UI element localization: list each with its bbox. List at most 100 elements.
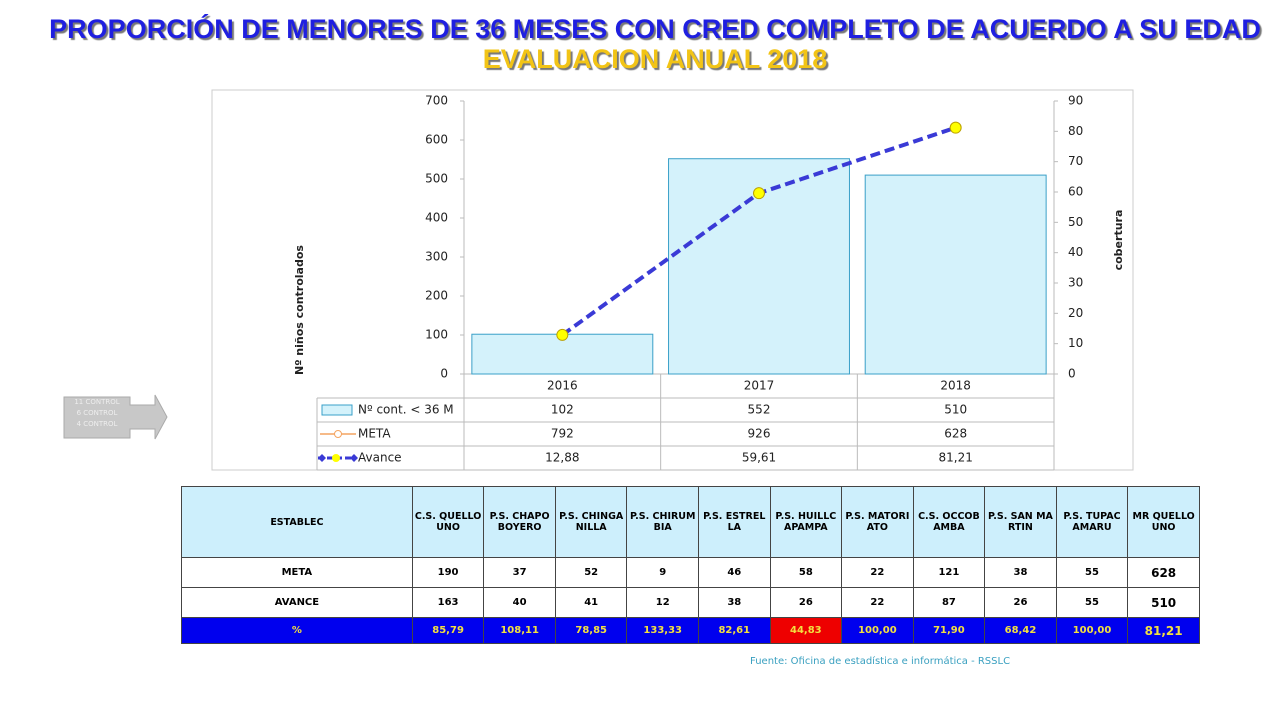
bar	[864, 174, 1047, 375]
y2-tick-label: 0	[1068, 367, 1076, 381]
table-cell: 628	[1127, 557, 1200, 588]
y-tick-label: 0	[440, 367, 448, 381]
table-cell: AVANCE	[181, 587, 413, 618]
side-arrow	[63, 394, 168, 440]
table-cell: 81,21	[1127, 617, 1200, 644]
side-note: 4 CONTROL	[77, 420, 118, 428]
y-tick-label: 300	[425, 250, 448, 264]
x-tick-label: 2017	[744, 379, 775, 393]
y2-axis-label: cobertura	[1112, 210, 1125, 271]
table-row: META 190 37 52 9 46 58 22 121 38 55 628	[181, 557, 1200, 588]
table-value: 792	[551, 427, 574, 441]
title-text: PROPORCIÓN DE MENORES DE 36 MESES CON CR…	[49, 14, 1261, 44]
header-cell: P.S. CHIRUMBIA	[626, 486, 699, 558]
table-value: 81,21	[938, 451, 972, 465]
table-cell: 82,61	[698, 617, 771, 644]
data-table: ESTABLEC C.S. QUELLOUNO P.S. CHAPO BOYERO P…	[181, 486, 1200, 644]
table-cell: 41	[554, 587, 628, 618]
header-cell: P.S. MATORIATO	[841, 486, 914, 558]
table-cell: 190	[411, 557, 485, 588]
table-cell: 37	[483, 557, 556, 588]
legend-swatch	[334, 430, 342, 438]
header-cell: P.S. CHINGANILLA	[554, 486, 628, 558]
table-cell: 26	[984, 587, 1057, 618]
legend-swatch	[321, 404, 353, 416]
table-row: % 85,79 108,11 78,85 133,33 82,61 44,83 100,00 7…	[181, 617, 1200, 644]
header-cell: P.S. ESTRELLA	[698, 486, 771, 558]
header-cell: P.S. CHAPO BOYERO	[483, 486, 556, 558]
table-cell: 100,00	[1055, 617, 1129, 644]
y-tick-label: 200	[425, 289, 448, 303]
legend-label: Nº cont. < 36 M	[358, 403, 454, 417]
table-cell: 9	[626, 557, 699, 588]
table-cell: 108,11	[483, 617, 556, 644]
table-cell: 163	[411, 587, 485, 618]
x-tick-label: 2018	[940, 379, 971, 393]
y-axis-label: Nº niños controlados	[293, 245, 306, 375]
header-cell: C.S. OCCOBAMBA	[912, 486, 986, 558]
table-cell: 71,90	[912, 617, 986, 644]
side-note: 6 CONTROL	[77, 409, 118, 417]
point	[556, 328, 569, 341]
table-value: 926	[748, 427, 771, 441]
table-cell: META	[181, 557, 413, 588]
header-cell: MR QUELLOUNO	[1127, 486, 1200, 558]
legend-swatch	[318, 454, 358, 462]
table-cell: 26	[769, 587, 843, 618]
table-cell: 52	[554, 557, 628, 588]
table-value: 510	[944, 403, 967, 417]
x-tick-label: 2016	[547, 379, 578, 393]
side-note: 11 CONTROL	[74, 398, 119, 406]
title: PROPORCIÓN DE MENORES DE 36 MESES CON CR…	[30, 14, 1280, 74]
table-value: 102	[551, 403, 574, 417]
legend-label: META	[358, 427, 391, 441]
table-cell: %	[181, 617, 413, 644]
table-cell: 12	[626, 587, 699, 618]
y-tick-label: 600	[425, 133, 448, 147]
y-tick-label: 700	[425, 94, 448, 108]
table-cell: 133,33	[626, 617, 699, 644]
header-cell: P.S. HUILLCAPAMPA	[769, 486, 843, 558]
table-cell: 44,83	[769, 617, 843, 644]
table-cell: 85,79	[411, 617, 485, 644]
table-cell: 55	[1055, 557, 1129, 588]
y2-tick-label: 80	[1068, 124, 1083, 138]
table-row: AVANCE 163 40 41 12 38 26 22 87 26 55 510	[181, 587, 1200, 618]
table-value: 552	[748, 403, 771, 417]
header-cell: P.S. SAN MARTIN	[984, 486, 1057, 558]
table-cell: 40	[483, 587, 556, 618]
table-cell: 121	[912, 557, 986, 588]
y2-tick-label: 70	[1068, 154, 1083, 168]
table-cell: 78,85	[554, 617, 628, 644]
point	[753, 187, 765, 200]
table-cell: 22	[841, 587, 914, 618]
source: Fuente: Oficina de estadística e informá…	[750, 656, 1011, 667]
table-value: 628	[944, 427, 967, 441]
y2-tick-label: 50	[1068, 215, 1083, 229]
y2-tick-label: 20	[1068, 306, 1083, 320]
table-cell: 22	[841, 557, 914, 588]
header-cell: C.S. QUELLOUNO	[411, 486, 485, 558]
table-cell: 58	[769, 557, 843, 588]
table-value: 12,88	[545, 451, 579, 465]
header-cell: P.S. TUPAC AMARU	[1055, 486, 1129, 558]
y-tick-label: 100	[425, 328, 448, 342]
table-cell: 38	[698, 587, 771, 618]
y-tick-label: 400	[425, 211, 448, 225]
legend-label: Avance	[358, 451, 402, 465]
y-tick-label: 500	[425, 172, 448, 186]
y2-tick-label: 30	[1068, 276, 1083, 290]
y2-tick-label: 40	[1068, 245, 1083, 259]
y2-tick-label: 90	[1068, 94, 1083, 108]
table-value: 59,61	[742, 451, 776, 465]
table-cell: 38	[984, 557, 1057, 588]
y2-tick-label: 10	[1068, 336, 1083, 350]
title-highlight: EVALUACION ANUAL 2018	[482, 44, 828, 74]
point	[949, 121, 962, 134]
table-cell: 55	[1055, 587, 1129, 618]
table-cell: 100,00	[841, 617, 914, 644]
table-cell: 68,42	[984, 617, 1057, 644]
table-cell: 46	[698, 557, 771, 588]
header-cell: ESTABLEC	[181, 486, 413, 558]
